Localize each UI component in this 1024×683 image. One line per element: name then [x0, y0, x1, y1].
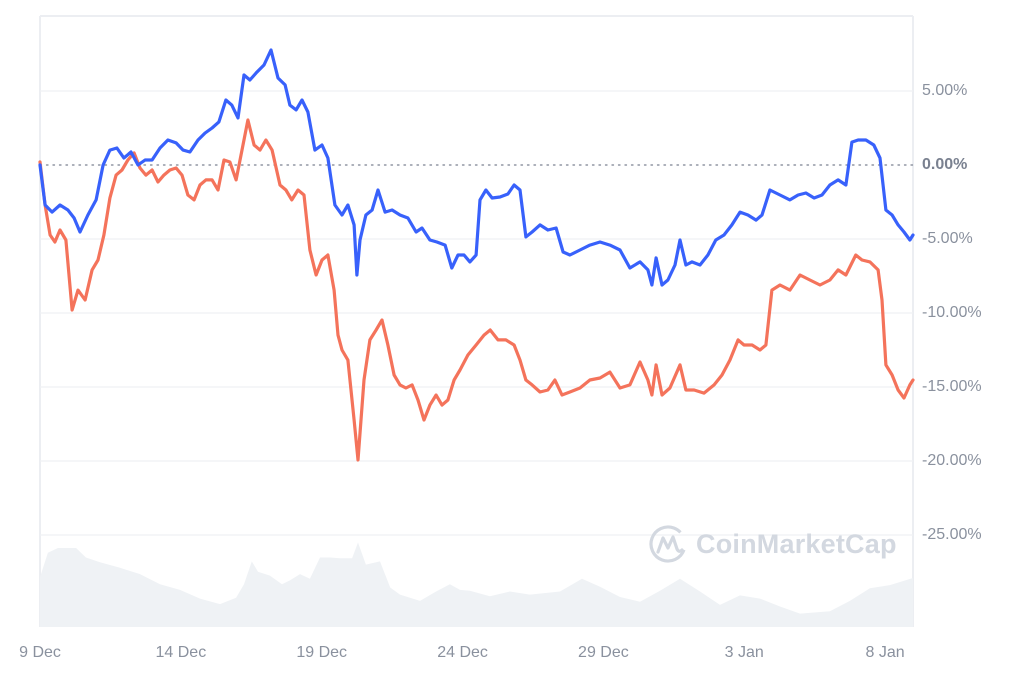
series-line-blue — [38, 48, 915, 287]
volume-silhouette — [40, 542, 913, 627]
x-tick-label: 19 Dec — [296, 644, 348, 661]
y-tick-label: -10.00% — [922, 304, 982, 321]
x-tick-label: 24 Dec — [437, 644, 488, 661]
coinmarketcap-logo-icon — [649, 525, 687, 563]
y-tick-label: -20.00% — [922, 452, 982, 469]
series-lines — [38, 48, 915, 462]
x-tick-label: 29 Dec — [578, 644, 629, 661]
y-tick-label: -25.00% — [922, 526, 982, 543]
x-tick-label: 9 Dec — [19, 644, 61, 661]
x-tick-label: 14 Dec — [155, 644, 207, 661]
y-tick-label: -15.00% — [922, 378, 982, 395]
y-tick-label: 5.00% — [922, 82, 968, 99]
x-tick-label: 3 Jan — [724, 644, 764, 661]
series-line-red — [38, 118, 915, 462]
x-tick-label: 8 Jan — [865, 644, 905, 661]
y-tick-label: -5.00% — [922, 230, 973, 247]
watermark: CoinMarketCap — [648, 524, 897, 564]
volume-area — [40, 542, 913, 627]
watermark-text: CoinMarketCap — [696, 528, 897, 559]
y-tick-label: 0.00% — [922, 156, 968, 173]
